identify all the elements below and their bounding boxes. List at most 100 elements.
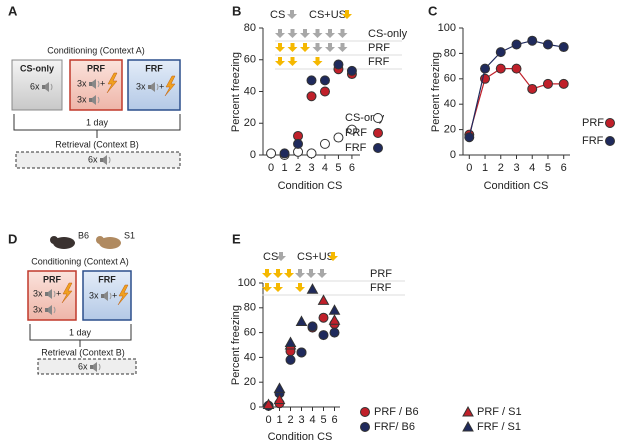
protocol-label: FRF xyxy=(368,56,390,68)
context-title: Conditioning (Context A) xyxy=(31,256,129,266)
x-tick-label: 4 xyxy=(309,414,315,426)
marker xyxy=(333,132,344,143)
legend-label: FRF xyxy=(582,135,604,147)
mouse-icon xyxy=(53,237,75,249)
marker xyxy=(306,75,317,86)
y-tick-label: 40 xyxy=(244,85,256,97)
marker xyxy=(318,312,329,323)
arrow-icon xyxy=(275,57,285,66)
diagram-a: Conditioning (Context A) CS-only PRF FRF… xyxy=(11,45,181,169)
x-tick-label: 6 xyxy=(331,414,337,426)
y-tick-label: 80 xyxy=(244,302,256,314)
marker xyxy=(329,327,340,338)
marker xyxy=(511,39,522,50)
arrow-icon xyxy=(337,43,348,52)
count: 3x xyxy=(89,290,99,300)
arrow-icon xyxy=(325,43,335,52)
x-tick-label: 2 xyxy=(498,162,504,174)
marker xyxy=(373,128,383,138)
marker xyxy=(306,148,317,159)
marker xyxy=(605,136,615,146)
legend-label: PRF xyxy=(582,117,604,129)
marker xyxy=(273,382,286,393)
marker xyxy=(464,132,475,143)
x-tick-label: 6 xyxy=(561,162,567,174)
x-tick-label: 5 xyxy=(545,162,551,174)
count: 3x xyxy=(136,81,146,91)
marker xyxy=(542,39,553,50)
arrow-icon xyxy=(287,43,298,52)
arrow-icon xyxy=(284,269,294,278)
x-tick-label: 5 xyxy=(335,162,341,174)
arrow-icon xyxy=(287,10,297,19)
marker xyxy=(319,138,330,149)
box xyxy=(11,59,63,111)
marker xyxy=(558,42,569,53)
marker xyxy=(319,86,330,97)
box-label: PRF xyxy=(87,63,106,73)
y-tick-label: 60 xyxy=(444,73,456,85)
x-tick-label: 5 xyxy=(320,414,326,426)
mouse-icon xyxy=(96,236,104,244)
count: 3x xyxy=(77,78,87,88)
x-tick-label: 3 xyxy=(308,162,314,174)
arrow-icon xyxy=(300,43,310,52)
y-tick-label: 80 xyxy=(444,47,456,59)
marker xyxy=(285,354,296,365)
marker xyxy=(542,78,553,89)
y-tick-label: 80 xyxy=(244,22,256,34)
marker xyxy=(307,321,318,332)
arrow-icon xyxy=(300,29,310,38)
legend-label: FRF/ B6 xyxy=(374,421,415,433)
timeline xyxy=(29,324,132,347)
arrow-icon xyxy=(287,29,298,38)
x-axis-label: Condition CS xyxy=(278,180,343,192)
marker xyxy=(527,83,538,94)
y-tick-label: 60 xyxy=(244,54,256,66)
marker xyxy=(295,315,308,326)
x-tick-label: 1 xyxy=(482,162,488,174)
count: 3x xyxy=(33,304,43,314)
protocol-label: PRF xyxy=(368,42,390,54)
arrow-icon xyxy=(275,29,285,38)
arrow-icon xyxy=(337,29,348,38)
y-axis-label: Percent freezing xyxy=(230,305,242,385)
interval: 1 day xyxy=(86,117,109,127)
panel-label: E xyxy=(232,231,241,246)
marker xyxy=(462,405,474,417)
marker xyxy=(373,143,383,153)
line xyxy=(468,40,564,138)
arrow-icon xyxy=(295,283,305,292)
marker xyxy=(293,138,304,149)
x-axis-label: Condition CS xyxy=(268,431,333,443)
y-tick-label: 100 xyxy=(438,22,456,34)
mouse-icon xyxy=(99,237,121,249)
marker xyxy=(462,420,474,432)
y-tick-label: 100 xyxy=(238,277,256,289)
arrow-icon xyxy=(262,269,272,278)
plus: + xyxy=(112,290,117,300)
panel-label: D xyxy=(8,231,17,246)
arrow-icon xyxy=(275,43,285,52)
count: 3x xyxy=(33,288,43,298)
marker xyxy=(480,63,491,74)
marker xyxy=(318,330,329,341)
plus: + xyxy=(100,78,105,88)
marker xyxy=(328,314,341,325)
protocol-label: FRF xyxy=(370,282,392,294)
y-tick-label: 0 xyxy=(450,149,456,161)
x-tick-label: 0 xyxy=(466,162,472,174)
marker xyxy=(558,78,569,89)
x-tick-label: 0 xyxy=(265,414,271,426)
marker xyxy=(605,118,615,128)
y-tick-label: 20 xyxy=(244,117,256,129)
box-label: CS-only xyxy=(20,63,54,73)
plus: + xyxy=(56,288,61,298)
count: 6x xyxy=(30,81,40,91)
panel-label: B xyxy=(232,3,241,18)
arrow-icon xyxy=(342,10,352,19)
header-label: CS+US xyxy=(309,9,346,21)
marker xyxy=(273,393,286,405)
context-title: Conditioning (Context A) xyxy=(47,45,145,55)
